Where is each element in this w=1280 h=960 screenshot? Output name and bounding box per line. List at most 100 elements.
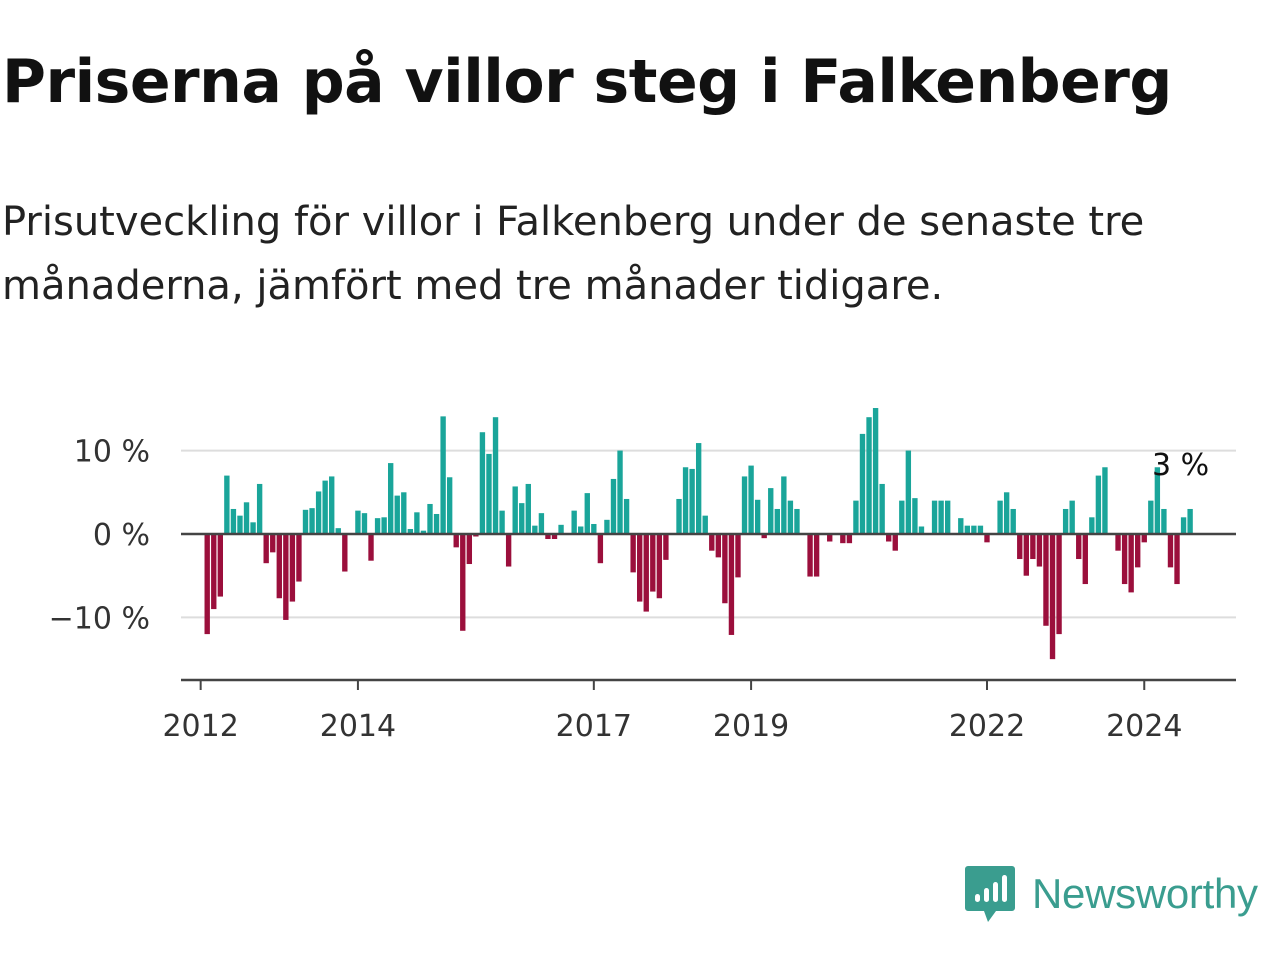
bar [1128,534,1134,593]
bar [256,483,263,534]
bar [656,534,663,599]
bar [1121,534,1128,585]
x-tick-label: 2022 [949,709,1025,744]
bar [335,528,341,534]
bar [702,515,708,534]
bar [217,534,223,597]
x-tick-label: 2017 [556,709,632,744]
bar [761,534,767,539]
bar [1076,534,1082,560]
bar [630,534,636,573]
bar [401,492,407,534]
bar [492,417,499,534]
bar [1187,508,1193,534]
bar [663,534,669,560]
bar [774,508,780,534]
bar [748,465,754,534]
bar [302,509,309,534]
x-tick-label: 2024 [1106,709,1182,744]
x-tick-label: 2012 [162,709,238,744]
bar [709,534,715,551]
bar [931,500,938,534]
bar [283,534,289,620]
bar [1095,475,1102,534]
bar [892,534,898,551]
bar [886,534,892,542]
bar [1082,534,1088,585]
bar [1141,534,1147,543]
bar [591,523,597,534]
bar [433,513,440,534]
bar [1167,534,1174,568]
bar [512,486,518,534]
bar [984,534,990,543]
bar [1036,534,1043,567]
bar [964,525,971,534]
bar [794,508,800,534]
bar [315,491,322,534]
bar [637,534,643,602]
bar [243,502,250,534]
bar [617,450,623,534]
bar [237,515,243,534]
bar [689,468,695,534]
bar [722,534,728,604]
bar [958,518,964,534]
bar [827,534,833,542]
bar [329,476,335,534]
bar [695,443,702,534]
bar [486,453,492,534]
x-tick-label: 2014 [320,709,396,744]
bar [971,525,977,534]
bar [682,467,689,534]
bar [1030,534,1036,560]
bar [840,534,846,544]
bar [1089,517,1095,534]
bar [735,534,741,578]
chart-title: Priserna på villor steg i Falkenberg [2,47,1172,117]
chart-subtitle: Prisutveckling för villor i Falkenberg u… [2,199,1145,309]
bar [1017,534,1023,560]
x-tick-label: 2019 [713,709,789,744]
bar [381,517,387,534]
bar [1148,500,1154,534]
bar [1010,508,1016,534]
bar [368,534,374,561]
bar [289,534,296,602]
bar [676,498,682,534]
bar [715,534,722,558]
bar [1154,467,1161,534]
bar [977,525,984,534]
bar [525,483,531,534]
bar [905,450,912,534]
bar [578,526,584,534]
bar [263,534,269,564]
bar [204,534,210,635]
bar [597,534,604,564]
bar [1056,534,1062,635]
bar [374,518,381,534]
bar [460,534,466,631]
bar [741,476,748,534]
bar [296,534,302,582]
bar [211,534,217,610]
bar [728,534,735,635]
bar [407,528,414,534]
bar [361,513,368,534]
bar [1102,467,1108,534]
latest-value-label: 3 % [1152,448,1209,483]
bar [1023,534,1029,576]
bar [1062,508,1069,534]
bar [388,463,394,534]
bar [1180,517,1187,534]
bar [342,534,348,572]
y-tick-label: 0 % [93,518,150,553]
bar [420,530,427,534]
bar [519,503,525,534]
bar [1069,500,1075,534]
bar [309,508,315,534]
bar [610,478,617,534]
bar [453,534,459,548]
bar [276,534,282,599]
bar [813,534,820,577]
